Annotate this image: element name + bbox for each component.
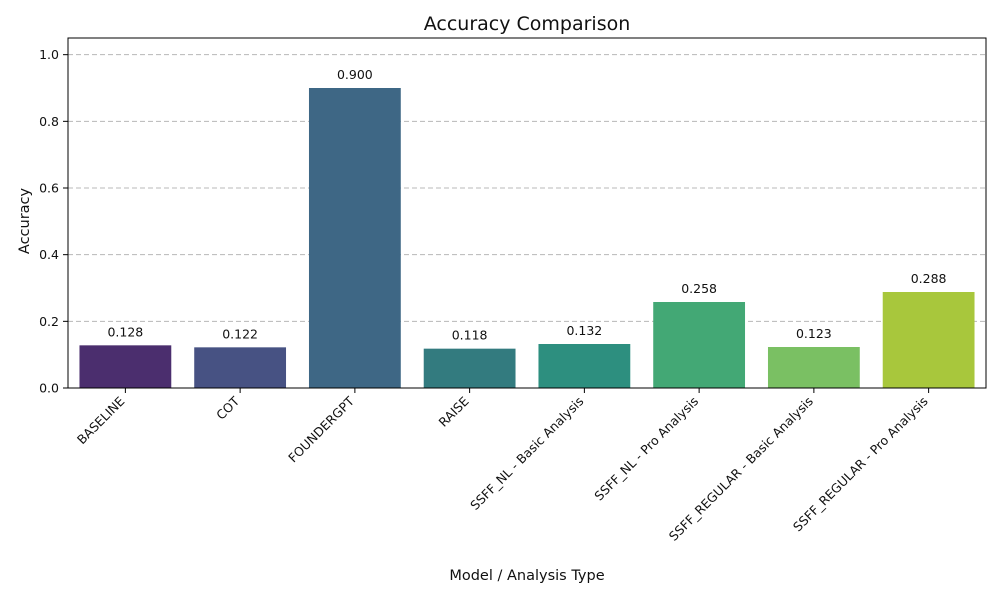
data-label-4: 0.132 bbox=[566, 323, 602, 338]
data-label-6: 0.123 bbox=[796, 326, 832, 341]
y-axis-ticks: 0.0 0.2 0.4 0.6 0.8 1.0 bbox=[39, 47, 68, 396]
y-tick-label-0: 0.0 bbox=[39, 381, 59, 396]
data-label-2: 0.900 bbox=[337, 67, 373, 82]
y-tick-label-1: 0.2 bbox=[39, 314, 59, 329]
x-tick-label-1: COT bbox=[213, 393, 242, 422]
y-tick-label-4: 0.8 bbox=[39, 114, 59, 129]
y-axis-label: Accuracy bbox=[17, 187, 33, 254]
data-label-7: 0.288 bbox=[911, 271, 947, 286]
data-label-0: 0.128 bbox=[107, 324, 143, 339]
data-label-5: 0.258 bbox=[681, 281, 717, 296]
bar-6 bbox=[767, 347, 860, 388]
bar-1 bbox=[194, 347, 287, 388]
data-label-1: 0.122 bbox=[222, 326, 258, 341]
y-tick-label-5: 1.0 bbox=[39, 47, 59, 62]
bar-2 bbox=[308, 88, 401, 388]
bar-7 bbox=[882, 292, 975, 388]
bar-0 bbox=[79, 345, 172, 388]
x-tick-label-2: FOUNDERGPT bbox=[285, 393, 357, 465]
x-tick-label-3: RAISE bbox=[436, 393, 472, 429]
bars bbox=[79, 88, 975, 388]
x-tick-label-4: SSFF_NL - Basic Analysis bbox=[467, 394, 586, 513]
data-label-3: 0.118 bbox=[452, 328, 488, 343]
gridlines bbox=[68, 54, 986, 322]
x-tick-label-0: BASELINE bbox=[74, 393, 128, 447]
x-tick-label-7: SSFF_REGULAR - Pro Analysis bbox=[790, 394, 931, 535]
chart-title: Accuracy Comparison bbox=[424, 13, 631, 35]
x-tick-label-5: SSFF_NL - Pro Analysis bbox=[591, 394, 701, 504]
y-tick-label-3: 0.6 bbox=[39, 181, 59, 196]
y-tick-label-2: 0.4 bbox=[39, 247, 59, 262]
data-labels: 0.128 0.122 0.900 0.118 0.132 0.258 0.123 0.288 bbox=[107, 67, 946, 343]
plot-frame bbox=[67, 37, 987, 389]
bar-5 bbox=[653, 302, 746, 388]
bar-3 bbox=[423, 348, 516, 388]
x-axis-label: Model / Analysis Type bbox=[449, 568, 604, 584]
bar-4 bbox=[538, 344, 631, 388]
